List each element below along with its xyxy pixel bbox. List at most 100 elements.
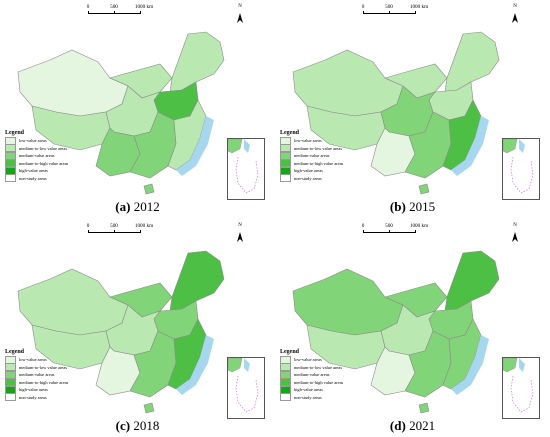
legend-label: medium-value areas <box>19 153 55 159</box>
panel-letter: (c) <box>115 418 131 433</box>
legend-title: Legend <box>5 130 25 136</box>
coastal-water <box>451 116 489 176</box>
panel-caption: (d) 2021 <box>275 418 550 434</box>
legend-swatch <box>280 174 291 183</box>
legend-label: low-value areas <box>19 138 47 144</box>
legend-label: medium-to-high value areas <box>19 379 69 385</box>
legend: Legend low-value areas medium-to-low val… <box>5 130 95 183</box>
legend-swatch <box>5 393 16 402</box>
scale-label-0: 0 <box>86 223 90 229</box>
legend-label: non-study areas <box>294 394 322 400</box>
legend-item: medium-to-high value areas <box>5 159 95 168</box>
region-hainan <box>143 183 155 195</box>
scale-tick <box>140 11 141 14</box>
legend-label: low-value areas <box>294 357 322 363</box>
scale-tick <box>363 230 364 233</box>
south-china-sea-inset <box>227 138 265 200</box>
inset-coast <box>502 357 518 373</box>
legend-label: medium-to-low value areas <box>19 364 68 370</box>
legend: Legend low-value areas medium-to-low val… <box>280 130 370 183</box>
choropleth-map <box>17 31 225 195</box>
legend-item: non-study areas <box>5 393 95 402</box>
scale-bar: 0 500 1000 km <box>86 223 168 239</box>
scale-label-500: 500 <box>385 4 393 10</box>
north-arrow-icon <box>512 232 518 242</box>
legend-item: medium-to-high value areas <box>280 159 370 168</box>
inset-water <box>519 139 525 153</box>
region-hainan <box>143 402 155 414</box>
map-panel-b: 0 500 1000 km N Legend low-value areas m… <box>275 0 550 218</box>
panel-caption: (b) 2015 <box>275 199 550 215</box>
legend-label: medium-value areas <box>294 153 330 159</box>
choropleth-map <box>17 250 225 414</box>
legend-label: medium-to-high value areas <box>294 160 344 166</box>
legend-item: medium-value areas <box>280 370 370 379</box>
scale-bar: 0 500 1000 km <box>362 223 443 239</box>
panel-year: 2021 <box>409 418 436 433</box>
legend-item: high-value areas <box>280 385 370 394</box>
scale-tick <box>363 11 364 14</box>
legend-title: Legend <box>280 130 300 136</box>
legend-item: low-value areas <box>5 355 95 364</box>
legend-item: medium-value areas <box>5 370 95 379</box>
inset-water <box>519 358 525 372</box>
inset-coast <box>227 357 243 373</box>
legend-label: non-study areas <box>19 175 47 181</box>
panel-letter: (a) <box>115 199 131 214</box>
scale-label-0: 0 <box>361 4 365 10</box>
north-label: N <box>238 223 242 228</box>
legend-label: medium-to-low value areas <box>19 145 68 151</box>
panel-caption: (a) 2012 <box>0 199 275 215</box>
inset-boundary-line <box>510 375 534 413</box>
inset-map <box>227 138 259 194</box>
north-arrow: N <box>235 223 245 242</box>
legend-swatch <box>5 174 16 183</box>
north-arrow-icon <box>237 232 243 242</box>
legend-item: high-value areas <box>5 166 95 175</box>
map-panel-d: 0 500 1000 km N Legend low-value areas m… <box>275 219 550 437</box>
north-arrow-icon <box>237 13 243 23</box>
legend-item: medium-value areas <box>5 151 95 160</box>
scale-bar: 0 500 1000 km <box>86 4 168 20</box>
legend-label: low-value areas <box>294 138 322 144</box>
legend-label: medium-to-high value areas <box>19 160 69 166</box>
inset-coast <box>227 138 243 154</box>
region-northeast <box>444 31 500 93</box>
inset-boundary-line <box>235 156 259 194</box>
region-northwest <box>292 49 404 117</box>
scale-tick <box>88 11 89 14</box>
legend-label: high-value areas <box>19 387 48 393</box>
scale-label-500: 500 <box>385 223 393 229</box>
legend-label: medium-value areas <box>19 372 55 378</box>
panel-year: 2012 <box>133 199 160 214</box>
region-hainan <box>418 183 430 195</box>
north-label: N <box>238 4 242 9</box>
inset-coast <box>502 138 518 154</box>
legend-label: medium-to-low value areas <box>294 145 343 151</box>
north-arrow: N <box>510 223 520 242</box>
region-northwest <box>17 268 129 336</box>
north-label: N <box>513 4 517 9</box>
inset-boundary-line <box>235 375 259 413</box>
legend-item: low-value areas <box>5 136 95 145</box>
legend: Legend low-value areas medium-to-low val… <box>5 349 95 402</box>
legend-item: medium-to-low value areas <box>5 363 95 372</box>
scale-label-1000: 1000 km <box>409 223 429 229</box>
scale-tick <box>415 11 416 14</box>
legend-title: Legend <box>5 349 25 355</box>
legend-item: medium-to-low value areas <box>280 363 370 372</box>
scale-tick <box>114 11 115 14</box>
scale-label-0: 0 <box>86 4 90 10</box>
inset-map <box>502 138 534 194</box>
scale-tick <box>114 230 115 233</box>
north-arrow: N <box>235 4 245 23</box>
legend-label: high-value areas <box>294 168 323 174</box>
inset-map <box>227 357 259 413</box>
south-china-sea-inset <box>502 138 540 200</box>
legend-label: non-study areas <box>294 175 322 181</box>
south-china-sea-inset <box>502 357 540 419</box>
legend-item: high-value areas <box>5 385 95 394</box>
region-northwest <box>17 49 129 117</box>
scale-label-1000: 1000 km <box>409 4 429 10</box>
